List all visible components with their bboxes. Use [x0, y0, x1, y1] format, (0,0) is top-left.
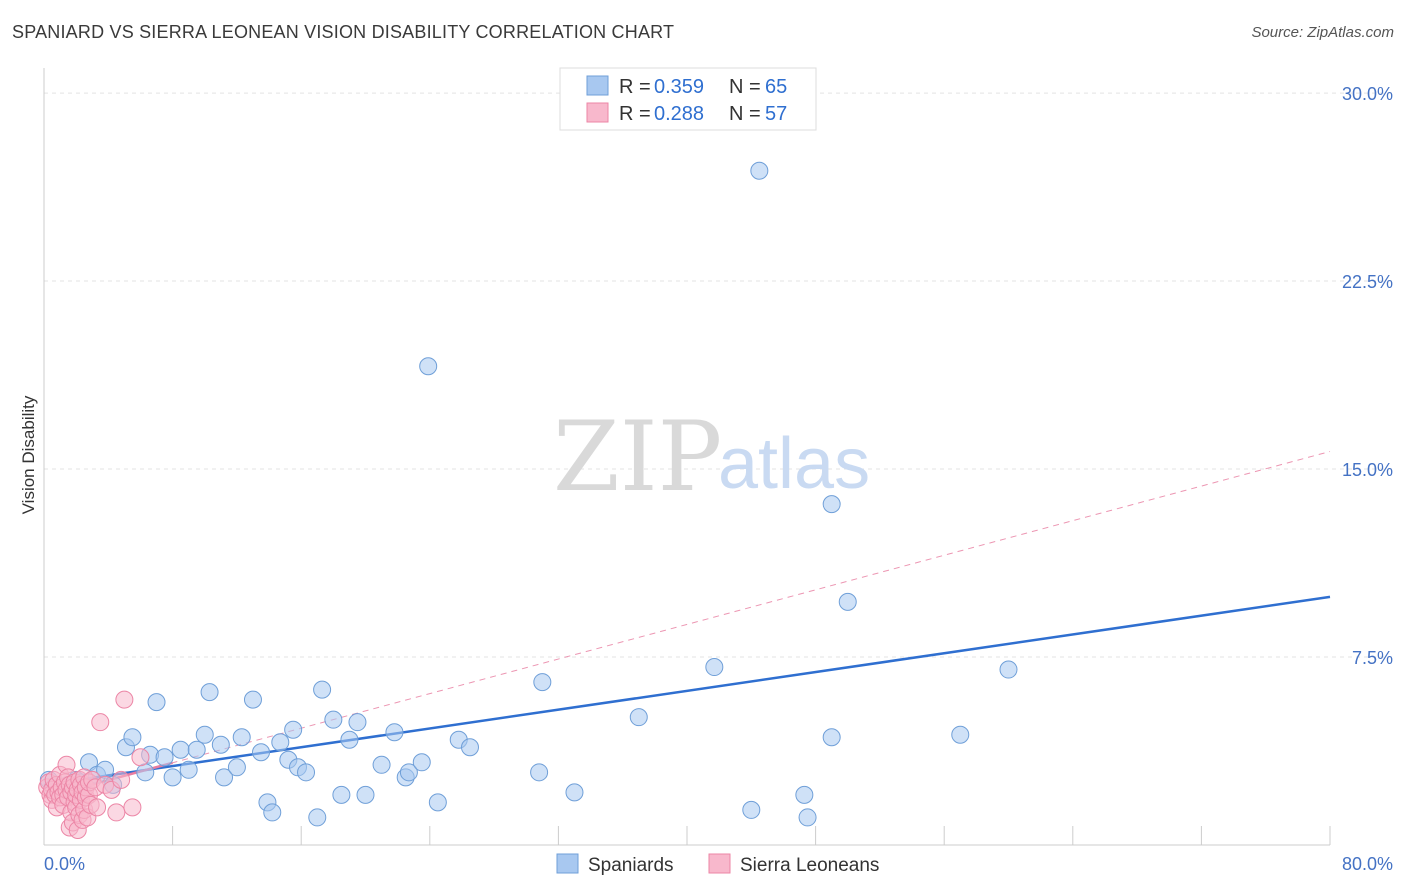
point-0-53: [565, 783, 584, 802]
point-1-56: [131, 748, 150, 767]
point-0-26: [243, 690, 262, 709]
point-0-25: [232, 728, 251, 747]
point-1-55: [123, 798, 142, 817]
legend-r-label-1: R =: [619, 103, 651, 125]
trendline-1: [43, 451, 1331, 798]
point-0-64: [999, 660, 1018, 679]
point-1-49: [91, 713, 110, 732]
legend-r-value-1: 0.288: [654, 103, 704, 125]
point-0-48: [428, 793, 447, 812]
point-0-51: [530, 763, 549, 782]
point-0-45: [399, 763, 418, 782]
point-0-32: [284, 720, 303, 739]
point-0-40: [348, 713, 367, 732]
point-1-54: [115, 690, 134, 709]
y-tick-label-0: 7.5%: [1352, 648, 1393, 668]
point-0-12: [136, 763, 155, 782]
point-0-29: [263, 803, 282, 822]
point-0-38: [332, 785, 351, 804]
source-label: Source: ZipAtlas.com: [1251, 24, 1394, 41]
point-0-47: [419, 357, 438, 376]
watermark-zip: ZIP: [553, 401, 722, 513]
point-0-50: [460, 738, 479, 757]
y-axis-label: Vision Disability: [19, 395, 38, 514]
y-tick-label-2: 22.5%: [1342, 272, 1393, 292]
legend-n-value-0: 65: [765, 76, 787, 98]
point-0-62: [838, 592, 857, 611]
point-0-35: [308, 808, 327, 827]
bottom-legend-swatch-sierra-leoneans: [708, 853, 731, 874]
axes: [43, 68, 1331, 846]
point-0-18: [179, 760, 198, 779]
legend-n-label-1: N =: [729, 103, 761, 125]
point-0-20: [195, 725, 214, 744]
point-0-30: [271, 733, 290, 752]
legend-swatch-sierra-leoneans: [586, 102, 609, 123]
point-1-48: [88, 798, 107, 817]
grid-lines: [44, 92, 1395, 658]
point-0-52: [533, 673, 552, 692]
point-0-19: [187, 740, 206, 759]
legend-r-value-0: 0.359: [654, 76, 704, 98]
bottom-legend-label-sierra-leoneans: Sierra Leoneans: [740, 855, 879, 876]
point-0-37: [324, 710, 343, 729]
watermark-atlas: atlas: [718, 424, 870, 504]
point-0-41: [356, 785, 375, 804]
watermark: ZIP atlas: [553, 401, 870, 513]
point-0-21: [200, 683, 219, 702]
point-0-56: [750, 161, 769, 180]
point-0-34: [297, 763, 316, 782]
point-0-43: [385, 723, 404, 742]
point-0-57: [742, 800, 761, 819]
point-0-58: [795, 785, 814, 804]
legend-n-label-0: N =: [729, 76, 761, 98]
point-1-53: [112, 770, 131, 789]
point-1-52: [107, 803, 126, 822]
point-0-59: [798, 808, 817, 827]
point-0-27: [252, 743, 271, 762]
point-0-22: [211, 735, 230, 754]
point-0-23: [215, 768, 234, 787]
point-0-46: [412, 753, 431, 772]
x-tick-labels: 0.0% 80.0%: [44, 854, 1393, 874]
x-tick-label-min: 0.0%: [44, 854, 85, 874]
legend-r-label-0: R =: [619, 76, 651, 98]
point-0-24: [227, 758, 246, 777]
trendline-0: [43, 595, 1331, 787]
bottom-legend-label-spaniards: Spaniards: [588, 855, 674, 876]
legend: R = 0.359 N = 65 R = 0.288 N = 57: [559, 67, 817, 131]
point-0-15: [155, 748, 174, 767]
point-0-63: [951, 725, 970, 744]
legend-swatch-spaniards: [586, 75, 609, 96]
chart-title: SPANIARD VS SIERRA LEONEAN VISION DISABI…: [12, 22, 675, 42]
data-points: [38, 161, 1018, 839]
bottom-legend: Spaniards Sierra Leoneans: [556, 853, 879, 876]
point-0-54: [629, 708, 648, 727]
point-0-17: [171, 740, 190, 759]
y-tick-labels: 7.5% 15.0% 22.5% 30.0%: [1342, 84, 1393, 668]
point-0-61: [822, 728, 841, 747]
point-0-39: [340, 730, 359, 749]
bottom-legend-swatch-spaniards: [556, 853, 579, 874]
y-tick-label-1: 15.0%: [1342, 460, 1393, 480]
x-tick-label-max: 80.0%: [1342, 854, 1393, 874]
point-0-60: [822, 495, 841, 514]
point-0-14: [147, 693, 166, 712]
point-0-16: [163, 768, 182, 787]
point-0-42: [372, 755, 391, 774]
point-0-11: [123, 728, 142, 747]
y-tick-label-3: 30.0%: [1342, 84, 1393, 104]
point-0-55: [705, 658, 724, 677]
legend-n-value-1: 57: [765, 103, 787, 125]
point-0-36: [313, 680, 332, 699]
